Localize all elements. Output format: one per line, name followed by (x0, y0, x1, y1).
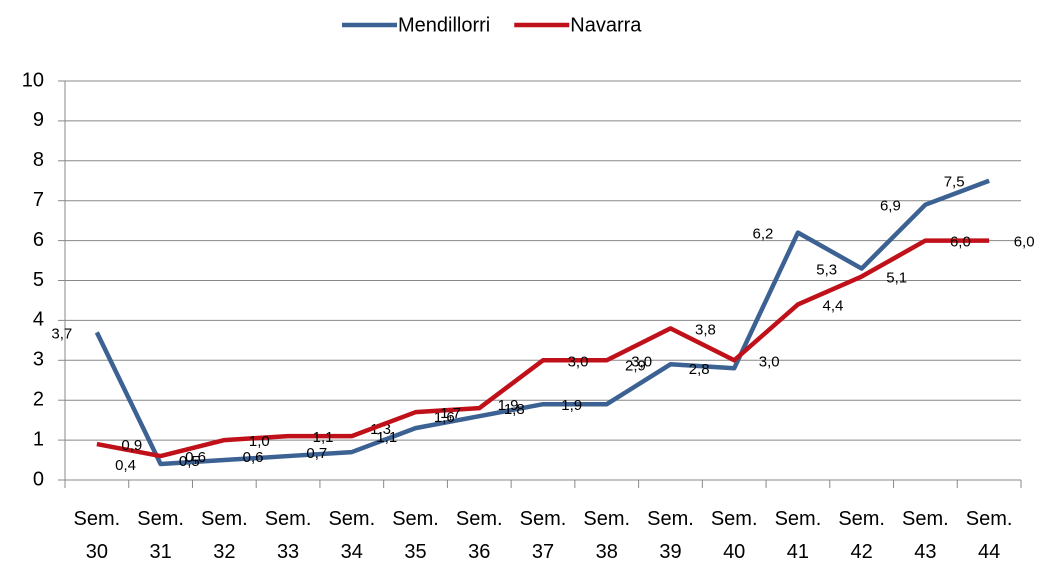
x-tick-label: Sem. 30 (73, 508, 121, 563)
x-tick-label: Sem. 32 (200, 508, 248, 563)
x-tick-label: Sem. 31 (137, 508, 184, 563)
x-tick-label: Sem. 34 (328, 508, 376, 563)
x-tick-label: Sem. 37 (519, 508, 567, 563)
y-tick-label: 6 (33, 229, 44, 251)
x-tick-label: Sem. 39 (647, 508, 694, 563)
data-label: 0,6 (185, 449, 206, 466)
x-tick-label: Sem. 40 (710, 508, 758, 563)
y-tick-label: 5 (33, 269, 44, 291)
data-label: 0,9 (121, 437, 142, 454)
data-label: 3,0 (759, 353, 780, 370)
data-label: 4,4 (823, 297, 844, 314)
y-tick-label: 10 (22, 69, 44, 91)
legend-label: Navarra (570, 14, 642, 36)
data-label: 6,0 (1014, 234, 1035, 251)
data-label: 1,6 (434, 409, 455, 426)
data-label: 5,1 (886, 269, 907, 286)
x-tick-label: Sem. 38 (583, 508, 631, 563)
data-label: 1,1 (376, 429, 397, 446)
x-tick-label: Sem. 36 (455, 508, 503, 563)
data-label: 0,4 (115, 457, 136, 474)
data-label: 0,6 (243, 449, 264, 466)
x-tick-label: Sem. 41 (774, 508, 822, 563)
data-label: 6,0 (950, 234, 971, 251)
x-tick-label: Sem. 33 (264, 508, 312, 563)
data-label: 1,0 (249, 433, 270, 450)
data-label: 0,7 (306, 445, 327, 462)
data-label: 6,9 (880, 198, 901, 215)
x-tick-label: Sem. 42 (838, 508, 885, 563)
y-tick-label: 8 (33, 149, 44, 171)
y-tick-label: 1 (33, 428, 44, 450)
y-tick-label: 3 (33, 349, 44, 371)
series-line (94, 178, 990, 467)
x-tick-label: Sem. 44 (965, 508, 1013, 563)
y-tick-label: 4 (33, 309, 44, 331)
y-tick-label: 0 (33, 468, 44, 490)
x-tick-label: Sem. 35 (392, 508, 439, 563)
data-label: 3,0 (568, 353, 589, 370)
y-tick-label: 9 (33, 109, 44, 131)
data-label: 1,7 (440, 405, 461, 422)
data-label: 1,9 (561, 397, 582, 414)
data-label: 2,9 (625, 357, 646, 374)
data-label: 6,2 (753, 226, 774, 243)
x-tick-label: Sem. 43 (902, 508, 949, 563)
data-label: 0,5 (179, 453, 200, 470)
data-label: 1,1 (313, 429, 334, 446)
y-tick-label: 7 (33, 189, 44, 211)
data-label: 1,8 (504, 401, 525, 418)
data-label: 3,0 (631, 353, 652, 370)
data-label: 1,9 (498, 397, 519, 414)
y-tick-label: 2 (33, 388, 44, 410)
data-label: 7,5 (944, 174, 965, 191)
legend-label: Mendillorri (398, 14, 490, 36)
series-line (96, 238, 990, 459)
data-label: 2,8 (689, 361, 710, 378)
data-label: 3,7 (51, 325, 72, 342)
data-label: 5,3 (816, 261, 837, 278)
data-label: 3,8 (695, 321, 716, 338)
